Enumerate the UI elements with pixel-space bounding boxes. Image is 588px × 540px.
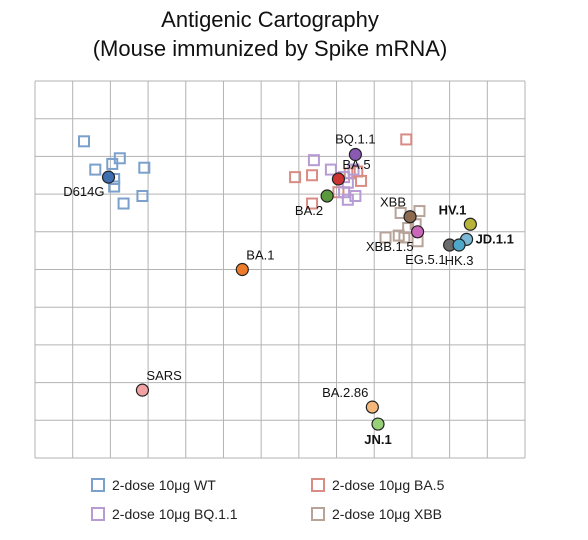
serum-point-2-dose-10-g-ba-5 — [355, 174, 368, 187]
antigen-label-hv-1: HV.1 — [439, 202, 467, 217]
serum-point-2-dose-10-g-ba-5 — [306, 197, 319, 210]
antigen-label-xbb-1-5: XBB.1.5 — [366, 239, 414, 254]
antigen-label-ba-1: BA.1 — [246, 248, 274, 263]
serum-point-2-dose-10-g-bq-1-1 — [324, 163, 337, 176]
antigen-point-d614g — [101, 170, 116, 184]
legend-label-2-dose-10-g-wt: 2-dose 10μg WT — [112, 477, 216, 493]
antigen-label-ba-2: BA.2 — [295, 203, 323, 218]
antigen-point-hk-3 — [452, 238, 466, 252]
serum-point-2-dose-10-g-wt — [78, 135, 90, 148]
antigen-point-bq-1-1 — [348, 147, 362, 162]
antigen-label-ba-5: BA.5 — [342, 157, 370, 172]
antigen-point-ba-5 — [331, 172, 346, 186]
antigen-point-ba-2 — [320, 189, 334, 203]
antigen-point-xbb-1-5 — [410, 225, 425, 239]
serum-point-2-dose-10-g-bq-1-1 — [349, 189, 362, 202]
legend-swatch-2-dose-10-g-wt — [91, 478, 105, 492]
antigen-point-xbb — [403, 210, 417, 224]
antigen-label-xbb: XBB — [380, 195, 406, 210]
sera-layer — [78, 133, 426, 248]
legend-swatch-2-dose-10-g-ba-5 — [311, 478, 325, 492]
serum-point-2-dose-10-g-ba-5 — [289, 171, 302, 184]
chart-title-line1: Antigenic Cartography — [161, 7, 379, 32]
serum-point-2-dose-10-g-wt — [117, 197, 130, 210]
legend-label-2-dose-10-g-ba-5: 2-dose 10μg BA.5 — [332, 477, 445, 493]
serum-point-2-dose-10-g-xbb — [379, 231, 392, 244]
antigen-point-ba-2-86 — [365, 400, 379, 414]
legend-label-2-dose-10-g-bq-1-1: 2-dose 10μg BQ.1.1 — [112, 506, 238, 522]
legend-swatch-2-dose-10-g-bq-1-1 — [91, 507, 105, 521]
legend-label-2-dose-10-g-xbb: 2-dose 10μg XBB — [332, 506, 442, 522]
antigen-label-jn-1: JN.1 — [364, 432, 391, 447]
antigen-layer: D614G BQ.1.1 BA.5 BA.2 XBB XBB.1.5 HV.1 JD.1.1 E… — [63, 132, 514, 448]
plot-grid — [34, 80, 526, 459]
antigen-point-jn-1 — [371, 417, 385, 431]
serum-point-2-dose-10-g-xbb — [413, 205, 426, 218]
antigen-point-hv-1 — [463, 217, 477, 231]
serum-point-2-dose-10-g-bq-1-1 — [307, 154, 320, 167]
antigen-label-sars: SARS — [146, 368, 182, 383]
serum-point-2-dose-10-g-wt — [138, 161, 151, 174]
serum-point-2-dose-10-g-wt — [89, 163, 102, 176]
serum-point-2-dose-10-g-ba-5 — [306, 169, 319, 182]
serum-point-2-dose-10-g-bq-1-1 — [347, 163, 360, 176]
serum-point-2-dose-10-g-wt — [113, 152, 126, 165]
serum-point-2-dose-10-g-bq-1-1 — [341, 193, 354, 206]
serum-point-2-dose-10-g-bq-1-1 — [338, 186, 351, 199]
antigen-label-ba-2-86: BA.2.86 — [322, 385, 368, 400]
serum-point-2-dose-10-g-wt — [108, 180, 121, 193]
legend: 2-dose 10μg WT 2-dose 10μg BA.5 2-dose 10μ… — [91, 477, 445, 522]
legend-swatch-2-dose-10-g-xbb — [311, 507, 325, 521]
antigen-label-d614g: D614G — [63, 184, 104, 199]
chart-title-line2: (Mouse immunized by Spike mRNA) — [93, 36, 448, 61]
serum-point-2-dose-10-g-xbb — [398, 231, 411, 244]
antigen-point-ba-1 — [235, 262, 249, 277]
antigen-point-sars — [135, 383, 150, 397]
antigen-label-eg-5-1: EG.5.1 — [405, 252, 445, 267]
serum-point-2-dose-10-g-ba-5 — [400, 133, 413, 146]
antigen-label-hk-3: HK.3 — [445, 253, 474, 268]
antigen-label-jd-1-1: JD.1.1 — [476, 231, 514, 246]
serum-point-2-dose-10-g-wt — [136, 189, 149, 202]
antigen-label-bq-1-1: BQ.1.1 — [335, 132, 375, 147]
